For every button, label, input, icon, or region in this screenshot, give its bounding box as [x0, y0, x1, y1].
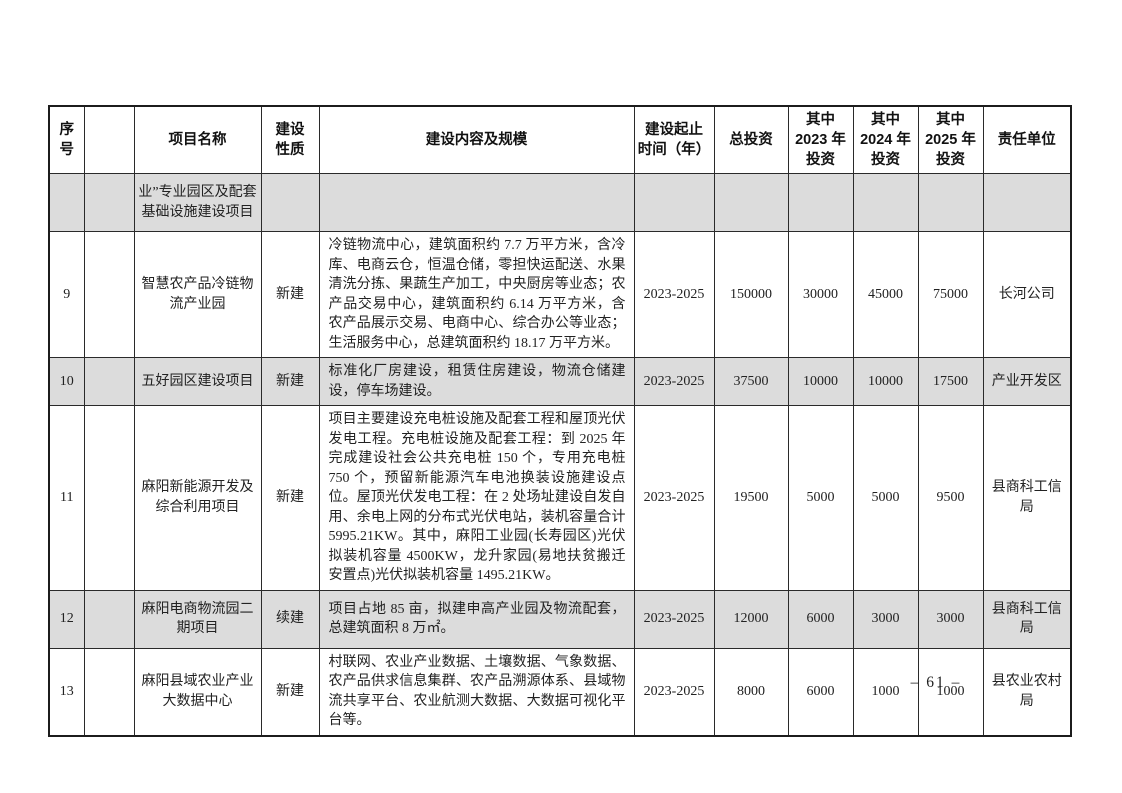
column-header-content-scale: 建设内容及规模 [318, 105, 635, 174]
table-row: 10 五好园区建设项目 新建 标准化厂房建设，租赁住房建设，物流仓储建设，停车场建设。… [48, 357, 1072, 406]
table-cell: 2023-2025 [633, 647, 715, 736]
table-cell: 项目主要建设充电桩设施及配套工程和屋顶光伏发电工程。充电桩设施及配套工程：到 2… [318, 405, 635, 591]
table-cell [713, 173, 789, 232]
table-cell: 2023-2025 [633, 357, 715, 406]
table-cell: 5000 [852, 405, 919, 591]
table-cell [917, 173, 984, 232]
table-cell: 45000 [852, 231, 919, 358]
table-cell [83, 647, 135, 736]
table-cell [787, 173, 854, 232]
page-number: – 61 – [910, 674, 962, 691]
table-row: 业”专业园区及配套基础设施建设项目 [48, 173, 1072, 232]
table-cell: 麻阳县域农业产业大数据中心 [133, 647, 262, 736]
column-header-total-investment: 总投资 [713, 105, 789, 174]
table-cell [83, 173, 135, 232]
table-cell [48, 173, 85, 232]
table-cell: 五好园区建设项目 [133, 357, 262, 406]
column-header-responsible-unit: 责任单位 [982, 105, 1072, 174]
column-header-project-name: 项目名称 [133, 105, 262, 174]
table-cell: 6000 [787, 647, 854, 736]
table-cell: 11 [48, 405, 85, 591]
table-cell: 19500 [713, 405, 789, 591]
table-cell: 13 [48, 647, 85, 736]
column-header-serial: 序 号 [48, 105, 85, 174]
table-cell: 12000 [713, 589, 789, 649]
table-cell [982, 173, 1072, 232]
table-cell: 2023-2025 [633, 231, 715, 358]
table-cell: 标准化厂房建设，租赁住房建设，物流仓储建设，停车场建设。 [318, 357, 635, 406]
table-cell: 项目占地 85 亩，拟建申高产业园及物流配套，总建筑面积 8 万㎡。 [318, 589, 635, 649]
column-header-construction-nature: 建设 性质 [260, 105, 320, 174]
table-cell: 30000 [787, 231, 854, 358]
table-cell: 业”专业园区及配套基础设施建设项目 [133, 173, 262, 232]
project-table: 序 号 项目名称 建设 性质 建设内容及规模 建设起止 时间（年） 总投资 其中… [48, 105, 1072, 737]
table-cell: 产业开发区 [982, 357, 1072, 406]
table-cell: 新建 [260, 405, 320, 591]
table-row: 13 麻阳县域农业产业大数据中心 新建 村联网、农业产业数据、土壤数据、气象数据、农产… [48, 647, 1072, 736]
table-cell: 12 [48, 589, 85, 649]
table-cell: 17500 [917, 357, 984, 406]
table-row: 11 麻阳新能源开发及综合利用项目 新建 项目主要建设充电桩设施及配套工程和屋顶光伏发… [48, 405, 1072, 591]
table-cell [318, 173, 635, 232]
table-cell: 麻阳新能源开发及综合利用项目 [133, 405, 262, 591]
column-header-blank [83, 105, 135, 174]
table-body: 业”专业园区及配套基础设施建设项目 9 智慧农产品冷链物流产业园 新建 冷链物流中心，建… [48, 173, 1072, 736]
table-cell: 续建 [260, 589, 320, 649]
table-cell: 8000 [713, 647, 789, 736]
table-cell: 9 [48, 231, 85, 358]
table-cell [83, 357, 135, 406]
table-cell: 10000 [852, 357, 919, 406]
table-cell: 长河公司 [982, 231, 1072, 358]
table-cell: 麻阳电商物流园二期项目 [133, 589, 262, 649]
table-cell: 10 [48, 357, 85, 406]
table-cell [633, 173, 715, 232]
table-header: 序 号 项目名称 建设 性质 建设内容及规模 建设起止 时间（年） 总投资 其中… [48, 105, 1072, 174]
table-cell: 150000 [713, 231, 789, 358]
table-cell: 6000 [787, 589, 854, 649]
table-cell: 37500 [713, 357, 789, 406]
column-header-2025-investment: 其中 2025 年 投资 [917, 105, 984, 174]
table-cell: 智慧农产品冷链物流产业园 [133, 231, 262, 358]
table-cell: 3000 [852, 589, 919, 649]
table-cell: 2023-2025 [633, 405, 715, 591]
table-cell: 村联网、农业产业数据、土壤数据、气象数据、农产品供求信息集群、农产品溯源体系、县… [318, 647, 635, 736]
header-row: 序 号 项目名称 建设 性质 建设内容及规模 建设起止 时间（年） 总投资 其中… [48, 105, 1072, 174]
table-cell: 1000 [917, 647, 984, 736]
column-header-2024-investment: 其中 2024 年 投资 [852, 105, 919, 174]
table-cell: 9500 [917, 405, 984, 591]
table-cell [83, 405, 135, 591]
table-cell [852, 173, 919, 232]
table-cell: 冷链物流中心，建筑面积约 7.7 万平方米，含冷库、电商云仓，恒温仓储，零担快运… [318, 231, 635, 358]
table-cell: 县农业农村局 [982, 647, 1072, 736]
column-header-2023-investment: 其中 2023 年 投资 [787, 105, 854, 174]
table-cell: 新建 [260, 647, 320, 736]
table-cell: 3000 [917, 589, 984, 649]
table-cell: 县商科工信局 [982, 405, 1072, 591]
table-cell: 2023-2025 [633, 589, 715, 649]
table-row: 12 麻阳电商物流园二期项目 续建 项目占地 85 亩，拟建申高产业园及物流配套，总建… [48, 589, 1072, 649]
table-cell: 县商科工信局 [982, 589, 1072, 649]
table-cell [83, 231, 135, 358]
table-cell: 75000 [917, 231, 984, 358]
column-header-time-span: 建设起止 时间（年） [633, 105, 715, 174]
table-cell: 新建 [260, 231, 320, 358]
table-cell: 新建 [260, 357, 320, 406]
table-cell [83, 589, 135, 649]
table-cell: 10000 [787, 357, 854, 406]
table-cell: 5000 [787, 405, 854, 591]
table-cell [260, 173, 320, 232]
table-row: 9 智慧农产品冷链物流产业园 新建 冷链物流中心，建筑面积约 7.7 万平方米，含冷库… [48, 231, 1072, 358]
